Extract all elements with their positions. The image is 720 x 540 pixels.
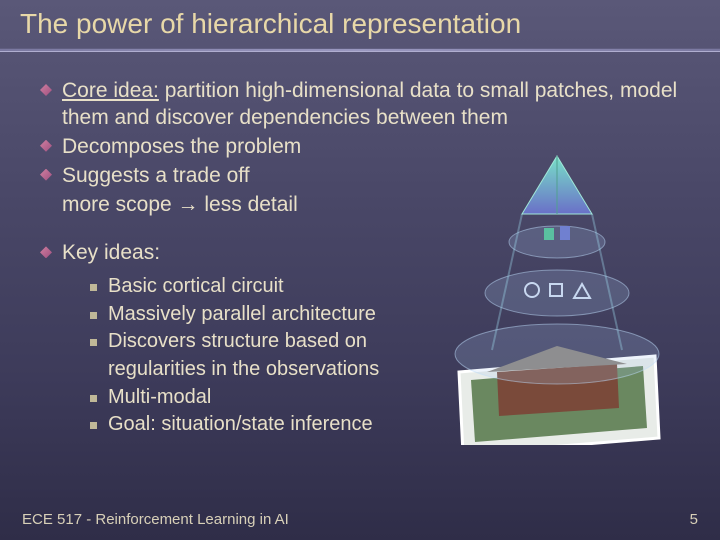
core-idea-label: Core idea: bbox=[62, 79, 159, 102]
pyramid-svg bbox=[432, 150, 682, 445]
hierarchical-pyramid-figure bbox=[432, 150, 682, 445]
key-ideas-label: Key ideas: bbox=[62, 241, 160, 264]
plate1-icon bbox=[560, 226, 570, 240]
bullet-core-idea: Core idea: partition high-dimensional da… bbox=[40, 78, 690, 132]
title-underline bbox=[0, 48, 720, 52]
sub-item: Discovers structure based on regularitie… bbox=[90, 328, 420, 383]
slide-title: The power of hierarchical representation bbox=[20, 8, 521, 40]
slide-footer: ECE 517 - Reinforcement Learning in AI 5 bbox=[22, 511, 698, 528]
footer-course: ECE 517 - Reinforcement Learning in AI bbox=[22, 511, 289, 528]
page-number: 5 bbox=[690, 511, 698, 528]
plate-2 bbox=[485, 270, 629, 316]
plate1-icon bbox=[544, 228, 554, 240]
plate-1 bbox=[509, 226, 605, 258]
plate-3 bbox=[455, 324, 659, 384]
